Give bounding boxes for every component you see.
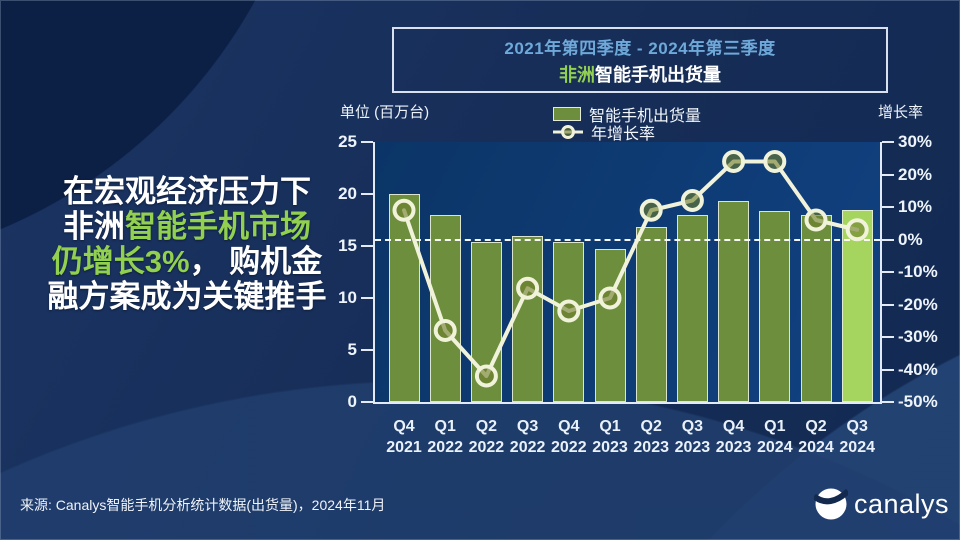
headline-text-green: 智能手机市场 [125,209,311,244]
x-axis-label: Q3 2022 [509,418,546,456]
x-axis-label: Q1 2022 [427,418,463,456]
headline-text-green: 仍增长3% [51,244,190,279]
y-axis-tick-label: 0 [347,392,357,411]
x-axis-label: Q4 2021 [386,418,422,456]
chart-subject-title: 非洲智能手机出货量 [559,61,721,87]
growth-axis-tick-label: 0% [898,229,923,249]
chart-legend: 智能手机出货量 年增长率 [553,105,702,143]
y-axis-tick [361,297,373,299]
growth-axis-tick [882,368,894,371]
right-axis-caption: 增长率 [878,104,924,121]
x-axis-label: Q2 2024 [798,418,834,456]
canalys-logo: canalys [814,487,949,521]
x-axis-label: Q1 2023 [592,418,628,456]
bar-Q3-2023 [676,214,708,402]
y-axis-tick-label: 10 [338,288,357,307]
bar-Q3-2022 [512,235,544,402]
x-axis [373,402,882,404]
source-note: 来源: Canalys智能手机分析统计数据(出货量)，2024年11月 [20,497,386,513]
growth-axis-tick-label: -30% [898,327,938,346]
x-axis-label: Q2 2022 [468,418,505,456]
canalys-logo-icon [814,488,848,520]
growth-axis-tick-label: 10% [898,197,933,216]
zero-growth-line [375,238,880,241]
growth-axis-tick-label: 20% [898,164,933,184]
left-axis-caption: 单位 (百万台) [340,104,430,121]
growth-axis-tick [882,271,894,273]
chart-title-box: 2021年第四季度 - 2024年第三季度 非洲智能手机出货量 [392,27,888,93]
x-axis-label: Q3 2023 [674,418,711,456]
headline: 在宏观经济压力下 非洲智能手机市场 仍增长3%， 购机金 融方案成为关键推手 [24,174,350,314]
bar-Q2-2024 [800,214,832,402]
y-axis-tick [361,193,373,195]
headline-line: 仍增长3%， 购机金 [24,244,350,279]
bar-Q1-2022 [429,214,461,402]
growth-axis-tick [882,238,894,241]
y-axis-tick-label: 20 [338,184,357,203]
headline-text: 在宏观经济压力下 [63,174,311,209]
bar-Q2-2023 [635,227,667,402]
y-axis-tick-label: 25 [338,132,357,151]
growth-axis-tick [882,173,894,176]
y-axis-tick-label: 15 [338,236,357,255]
headline-line: 非洲智能手机市场 [24,209,350,244]
growth-axis-tick-label: 30% [898,132,933,151]
y-axis-tick-label: 5 [347,340,357,359]
y-axis-left [373,142,375,402]
headline-text: 非洲 [63,209,125,244]
growth-axis-tick-label: -10% [898,262,938,281]
bar-Q4-2022 [553,241,585,402]
x-axis-label: Q3 2024 [839,418,875,456]
growth-axis-tick-label: -50% [898,392,938,411]
headline-text: 融方案成为关键推手 [47,279,327,314]
legend-bar-label: 智能手机出货量 [589,108,702,125]
x-axis-label: Q4 2023 [715,418,752,456]
growth-axis-tick [882,401,894,403]
legend-item-growth: 年增长率 [553,123,701,143]
x-axis-label: Q4 2022 [551,418,587,456]
legend-line-icon [553,125,583,139]
growth-axis-tick [882,206,894,208]
growth-axis-tick [882,303,894,306]
chart-title-region: 非洲 [559,64,595,85]
headline-text: ， 购机金 [189,244,323,279]
y-axis-tick [361,401,373,403]
bar-Q4-2021 [388,194,420,402]
bar-Q1-2023 [594,249,626,402]
growth-axis-tick-label: -40% [898,359,938,379]
canalys-logo-text: canalys [854,488,950,519]
headline-line: 在宏观经济压力下 [24,174,350,209]
growth-axis-tick [882,336,894,338]
y-axis-right [880,142,882,402]
x-axis-label: Q1 2024 [757,418,793,456]
y-axis-tick [361,141,373,143]
growth-axis-tick-label: -20% [898,294,938,314]
bar-Q2-2022 [470,241,502,402]
x-axis-label: Q2 2023 [633,418,669,456]
bar-Q4-2023 [718,201,750,402]
chart-period-title: 2021年第四季度 - 2024年第三季度 [504,38,776,58]
y-axis-tick [361,349,373,351]
growth-axis-tick [882,141,894,143]
legend-bar-swatch-icon [553,107,581,121]
legend-item-shipments: 智能手机出货量 [553,105,702,125]
y-axis-tick [361,245,373,247]
chart-title-subject: 智能手机出货量 [595,64,721,85]
legend-line-label: 年增长率 [591,126,656,143]
headline-line: 融方案成为关键推手 [24,279,350,314]
